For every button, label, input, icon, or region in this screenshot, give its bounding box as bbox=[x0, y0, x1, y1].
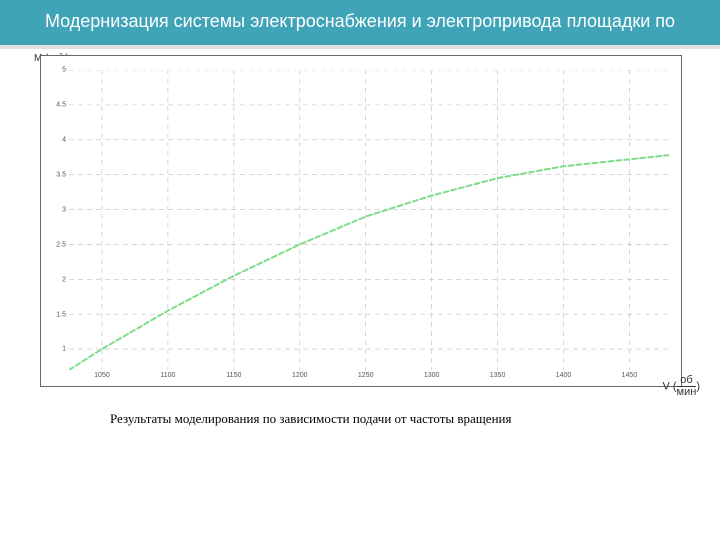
x-tick-label: 1350 bbox=[490, 370, 506, 379]
y-tick-label: 2.5 bbox=[56, 241, 69, 248]
x-tick-label: 1450 bbox=[622, 370, 638, 379]
y-tick-label: 5 bbox=[62, 67, 69, 74]
chart-wrap: M (10-3 ) 54.543.532.521.511050110011501… bbox=[30, 55, 690, 387]
x-tick-label: 1050 bbox=[94, 370, 110, 379]
y-tick-label: 1 bbox=[62, 346, 69, 353]
x-tick-label: 1400 bbox=[556, 370, 572, 379]
chart-line bbox=[69, 70, 669, 370]
title-underline bbox=[0, 45, 720, 49]
x-tick-label: 1300 bbox=[424, 370, 440, 379]
chart-frame: 5 4.5 4 3.5 3 2.5 2 1.5 1 1050 1100 1150 1200 1250 130… bbox=[40, 55, 682, 387]
y-tick-label: 1.5 bbox=[56, 311, 69, 318]
x-tick-label: 1150 bbox=[226, 370, 241, 379]
x-tick-label: 1100 bbox=[160, 370, 175, 379]
y-tick-label: 3.5 bbox=[56, 172, 69, 179]
plot-area bbox=[69, 70, 669, 370]
y-tick-label: 4.5 bbox=[56, 102, 69, 109]
y-tick-label: 3 bbox=[62, 206, 69, 213]
title-bar: Модернизация системы электроснабжения и … bbox=[0, 0, 720, 45]
x-tick-label: 1200 bbox=[292, 370, 308, 379]
chart-caption: Результаты моделирования по зависимости … bbox=[110, 411, 720, 427]
y-tick-label: 2 bbox=[62, 276, 69, 283]
y-tick-label: 4 bbox=[62, 137, 69, 144]
x-tick-label: 1250 bbox=[358, 370, 374, 379]
page-title: Модернизация системы электроснабжения и … bbox=[45, 11, 675, 31]
x-axis-label: V (обмин) bbox=[662, 375, 700, 398]
